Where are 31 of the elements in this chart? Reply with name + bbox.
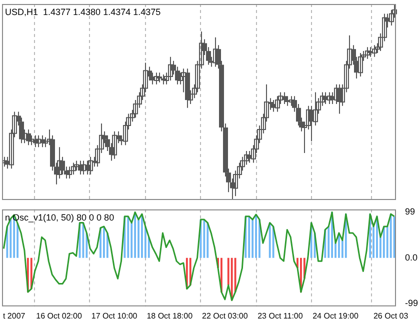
x-tick-label: 24 Oct 19:00 [312,311,359,320]
x-tick-label: 17 Oct 10:00 [91,311,138,320]
candlestick [358,52,363,78]
candlestick [168,56,173,81]
x-tick-label: t 2007 [2,311,26,320]
x-tick-label: 22 Oct 03:00 [202,311,248,320]
candlestick [2,156,7,168]
candlestick [327,92,332,104]
candlestick [157,72,162,83]
candlestick [282,92,287,104]
candlestick [154,72,159,85]
candlestick [275,96,280,112]
y-tick-label: 99 [405,206,416,217]
y-tick-label: 0.0 [405,252,418,262]
candlestick [81,160,86,176]
candlestick [365,46,370,60]
x-tick-label: 16 Oct 02:00 [36,311,82,320]
x-tick-label: 23 Oct 11:00 [258,311,304,320]
candlestick [389,9,394,26]
candlestick [71,162,76,176]
y-tick-label: -99 [405,298,418,308]
chart-title: USD,H1 1.4377 1.4380 1.4374 1.4375 [5,6,161,17]
candlestick [67,166,72,179]
candlestick [372,44,377,58]
x-tick-label: 18 Oct 18:00 [146,311,194,320]
candlestick [36,134,41,148]
candlestick [112,130,117,160]
candlestick [213,36,218,68]
candlestick [88,156,93,176]
x-tick-label: 26 Oct 03 [373,311,409,320]
candlestick [74,160,79,172]
